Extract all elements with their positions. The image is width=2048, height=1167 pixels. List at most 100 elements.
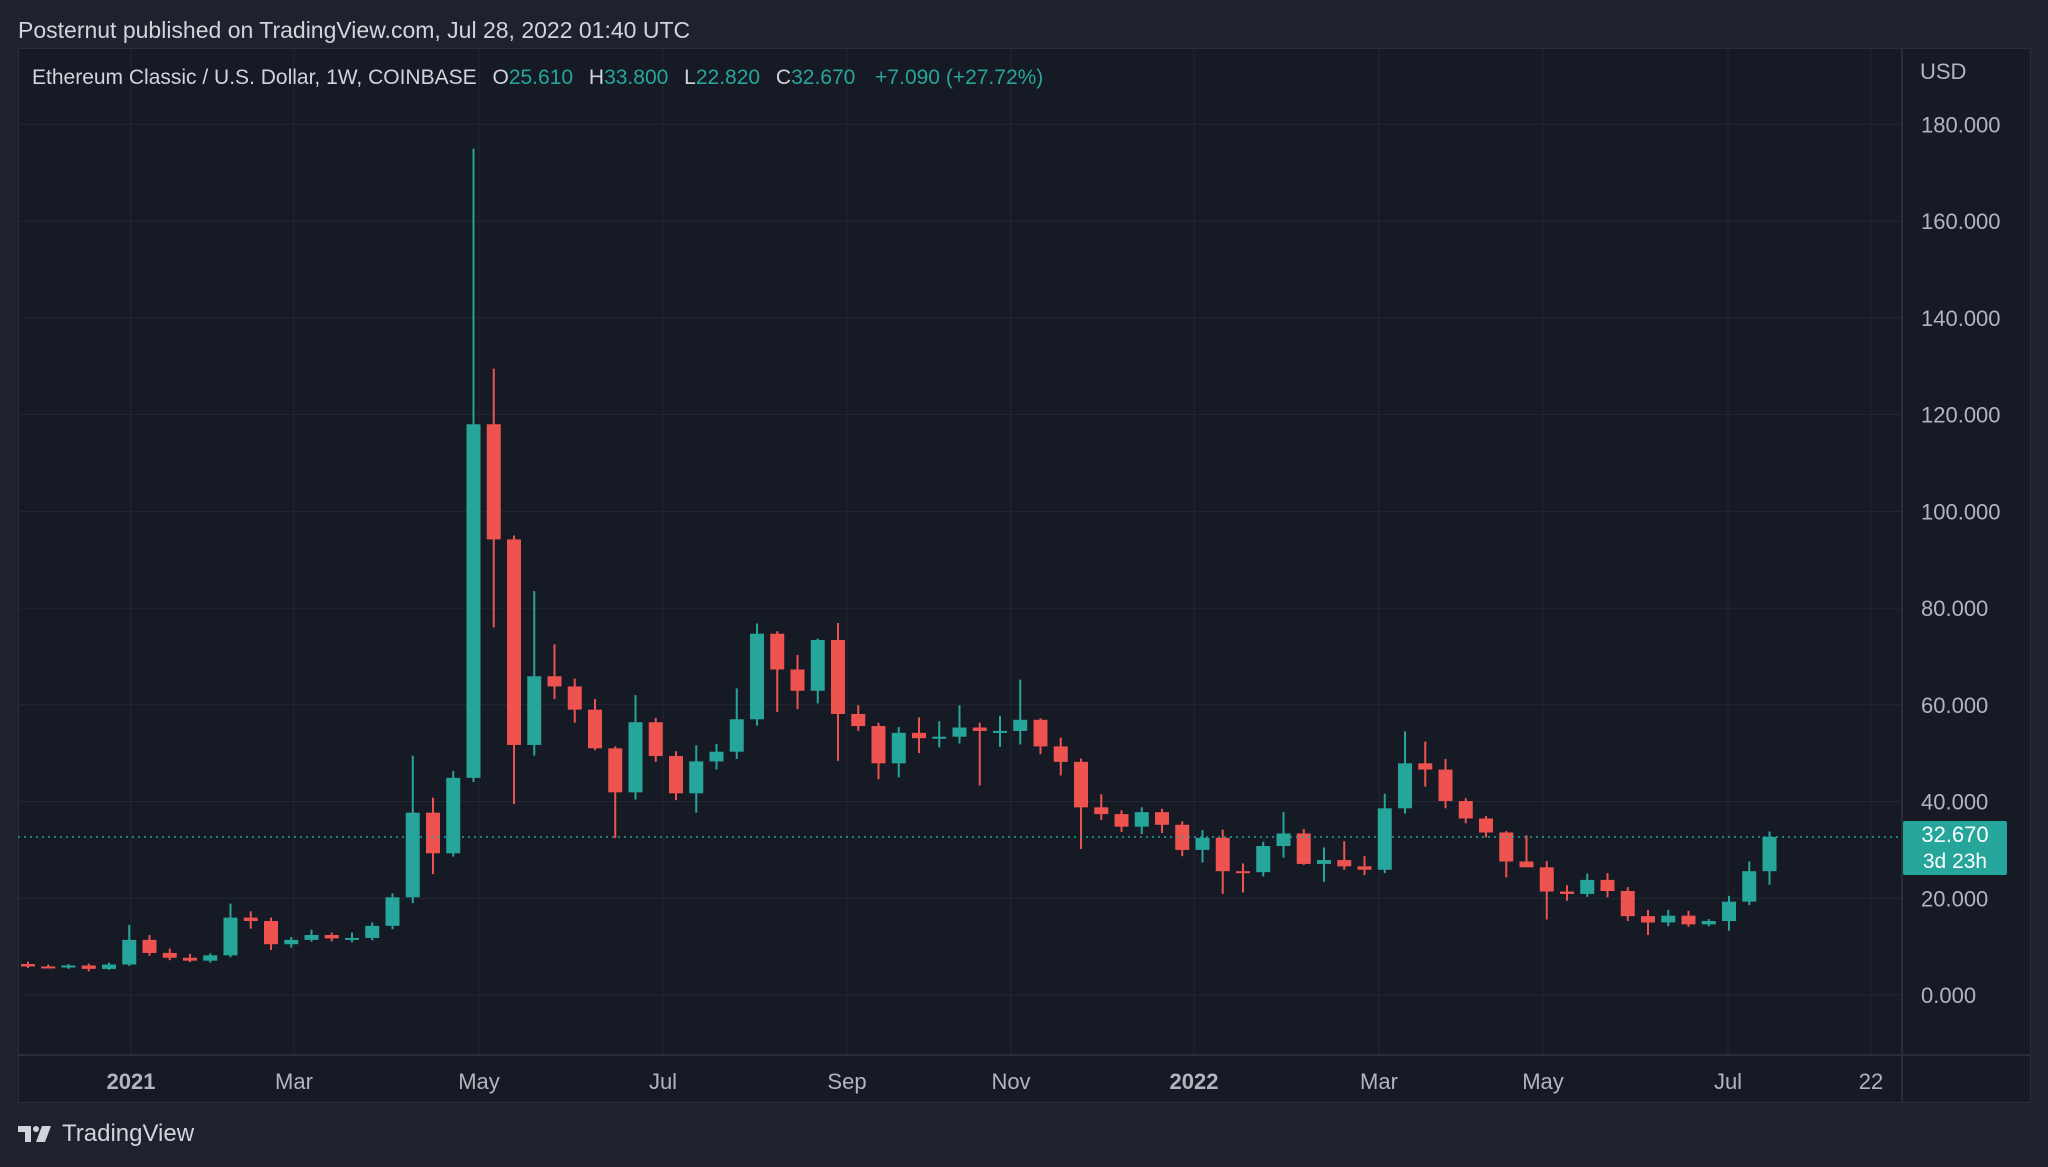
candle-body [1094,807,1109,815]
candle-body [1499,832,1514,862]
brand-name: TradingView [62,1120,195,1147]
price-tick-label: 20.000 [1921,886,1988,911]
candle-body [810,639,825,691]
change-value: +7.090 (+27.72%) [875,66,1044,89]
candle-body [770,633,785,670]
candle-body [1317,860,1331,864]
candle-body [1276,833,1291,847]
price-tick-label: 40.000 [1921,790,1988,815]
candle-body [223,917,238,956]
candle-body [81,965,96,969]
candle-body [507,539,521,745]
candle-body [385,897,400,926]
candle-body [689,761,704,794]
candle-body [608,748,623,793]
candle-body [1215,837,1230,872]
candle-body [1580,879,1595,894]
candle-body [790,669,805,691]
candle-body [1013,719,1028,731]
candle-body [1134,812,1149,827]
candle-body [264,920,278,945]
candle-body [1519,861,1534,868]
candle-body [122,939,137,965]
low-label: L [684,66,696,89]
low-value: 22.820 [695,66,761,89]
price-tick-label: 120.000 [1921,403,2001,428]
candle-body [1053,746,1068,762]
candle-body [912,732,926,739]
candle-body [567,686,582,710]
candle-body [102,964,116,969]
candle-body [1033,719,1048,747]
time-tick-label: 2021 [107,1069,156,1094]
candle-body [831,639,845,714]
time-tick-label: Mar [1360,1069,1398,1094]
close-label: C [775,66,792,89]
candle-body [669,756,683,794]
candle-body [1418,763,1433,770]
candle-body [203,955,218,961]
time-tick-label: 22 [1859,1069,1883,1094]
candle-body [1195,837,1210,850]
candle-body [1539,867,1554,892]
candle-body [21,964,35,967]
candle-body [588,709,602,749]
time-tick-label: Jul [1714,1069,1742,1094]
candle-body [1762,836,1777,872]
price-tick-label: 160.000 [1921,209,2001,234]
candle-body [345,937,359,940]
symbol-label[interactable]: Ethereum Classic / U.S. Dollar, 1W, COIN… [32,66,477,89]
price-tick-label: 140.000 [1921,306,2001,331]
candle-body [284,939,299,945]
candle-body [1479,818,1493,833]
candle-body [142,939,157,953]
candle-body [1701,920,1716,925]
time-tick-label: Nov [991,1069,1030,1094]
bar-countdown: 3d 23h [1923,850,1987,873]
price-tick-label: 180.000 [1921,112,2001,137]
price-tick-label: 100.000 [1921,499,2001,524]
candle-body [851,713,866,727]
time-tick-label: May [458,1069,500,1094]
candle-body [1236,871,1250,874]
candle-body [729,719,744,752]
candle-body [527,676,542,745]
last-price-value: 32.670 [1921,822,1988,847]
candle-body [871,726,886,764]
candle-body [426,812,440,854]
candle-body [628,722,643,793]
candle-body [1398,763,1412,809]
time-tick-label: Jul [649,1069,677,1094]
candle-body [993,730,1007,733]
candle-body [648,722,663,757]
candle-body [932,736,947,739]
candle-body [61,965,76,968]
time-tick-label: 2022 [1170,1069,1219,1094]
candle-body [891,732,906,764]
price-tick-label: 80.000 [1921,596,1988,621]
time-tick-label: Sep [827,1069,866,1094]
publish-info: Posternut published on TradingView.com, … [18,17,691,43]
chart-panel[interactable] [18,48,2031,1103]
price-tick-label: 60.000 [1921,693,1988,718]
currency-label: USD [1920,59,1966,84]
candle-body [547,676,562,687]
candle-body [1438,769,1453,802]
tradingview-logo-icon [18,1126,51,1142]
candle-body [41,966,56,969]
candle-body [1458,801,1473,819]
high-value: 33.800 [604,66,669,89]
candle-body [405,812,420,898]
high-label: H [588,66,605,89]
time-tick-label: May [1522,1069,1564,1094]
price-tick-label: 0.000 [1921,983,1976,1008]
tradingview-logo[interactable]: TradingView [18,1120,194,1148]
candle-body [1620,891,1635,917]
candle-body [952,727,967,737]
candle-body [183,957,197,961]
candle-body [1661,915,1676,923]
candle-body [446,777,461,854]
last-price-badge [1903,820,2007,875]
candle-body [1681,915,1696,925]
